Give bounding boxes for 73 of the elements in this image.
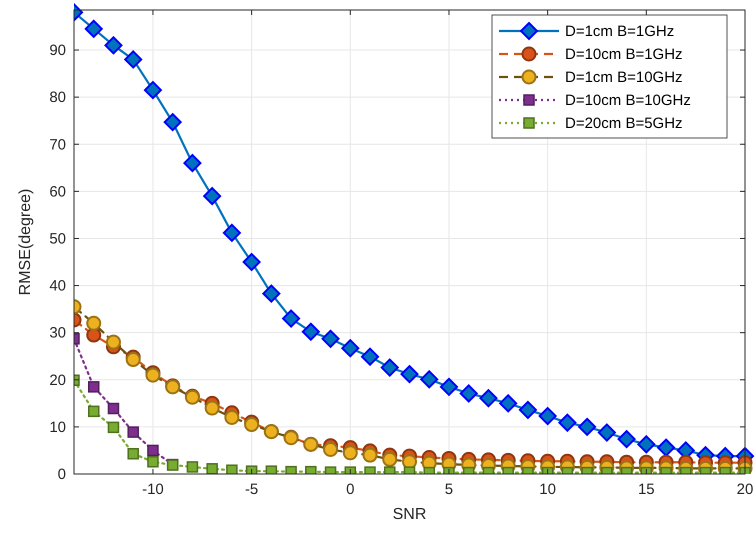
point — [84, 20, 103, 38]
y-tick-label: 40 — [49, 278, 66, 295]
point — [183, 154, 202, 172]
y-tick-label: 80 — [49, 89, 66, 106]
point — [460, 384, 478, 402]
point — [657, 438, 676, 457]
legend-label: D=10cm B=10GHz — [565, 92, 691, 109]
x-axis-title: SNR — [392, 506, 426, 523]
y-tick-label: 50 — [49, 230, 66, 248]
legend-label: D=20cm B=5GHz — [565, 115, 683, 132]
point — [88, 406, 100, 418]
point — [186, 461, 198, 473]
x-tick-label: 5 — [444, 481, 454, 498]
point — [538, 407, 557, 426]
point — [322, 330, 340, 348]
point — [127, 448, 139, 460]
point — [108, 402, 120, 414]
point — [108, 422, 120, 434]
point — [144, 81, 162, 100]
point — [86, 316, 102, 331]
point — [578, 418, 596, 436]
point — [341, 339, 360, 358]
y-tick-label: 60 — [49, 183, 66, 200]
point — [127, 426, 139, 438]
legend-label: D=10cm B=1GHz — [565, 46, 683, 63]
x-tick-label: 15 — [638, 481, 655, 498]
point — [362, 448, 378, 463]
x-tick-label: 20 — [736, 481, 754, 498]
point — [226, 464, 238, 474]
y-tick-label: 10 — [49, 418, 66, 436]
point — [382, 452, 398, 467]
point — [558, 414, 576, 432]
point — [518, 400, 537, 419]
point — [323, 442, 338, 458]
point — [203, 187, 222, 206]
point — [104, 36, 122, 54]
point — [400, 365, 418, 384]
x-tick-label: 10 — [539, 481, 556, 498]
point — [302, 322, 320, 341]
y-tick-label: 0 — [58, 466, 66, 483]
point — [598, 424, 616, 442]
point — [222, 224, 241, 242]
point — [282, 310, 300, 328]
point — [106, 334, 121, 350]
point — [618, 430, 636, 448]
point — [440, 378, 458, 396]
point — [88, 381, 100, 393]
point — [499, 394, 518, 412]
y-tick-label: 20 — [49, 372, 66, 389]
y-axis-title: RMSE(degree) — [17, 188, 34, 296]
y-tick-label: 30 — [49, 324, 66, 342]
point — [637, 435, 656, 454]
point — [164, 113, 182, 132]
y-tick-label: 90 — [49, 42, 66, 60]
point — [361, 348, 380, 366]
point — [242, 253, 261, 272]
point — [147, 444, 159, 456]
legend-label: D=1cm B=1GHz — [565, 23, 674, 40]
point — [262, 284, 280, 303]
y-tick-label: 70 — [49, 136, 66, 154]
legend-label: D=1cm B=10GHz — [565, 69, 683, 86]
point — [224, 410, 240, 425]
point — [420, 370, 438, 388]
point — [124, 50, 142, 68]
point — [206, 463, 218, 474]
point — [342, 445, 358, 460]
x-tick-label: -10 — [142, 481, 164, 498]
point — [147, 456, 159, 468]
point — [380, 358, 399, 377]
x-tick-label: -5 — [244, 481, 258, 498]
point — [479, 389, 498, 408]
x-tick-label: 0 — [346, 481, 354, 498]
point — [204, 400, 220, 416]
